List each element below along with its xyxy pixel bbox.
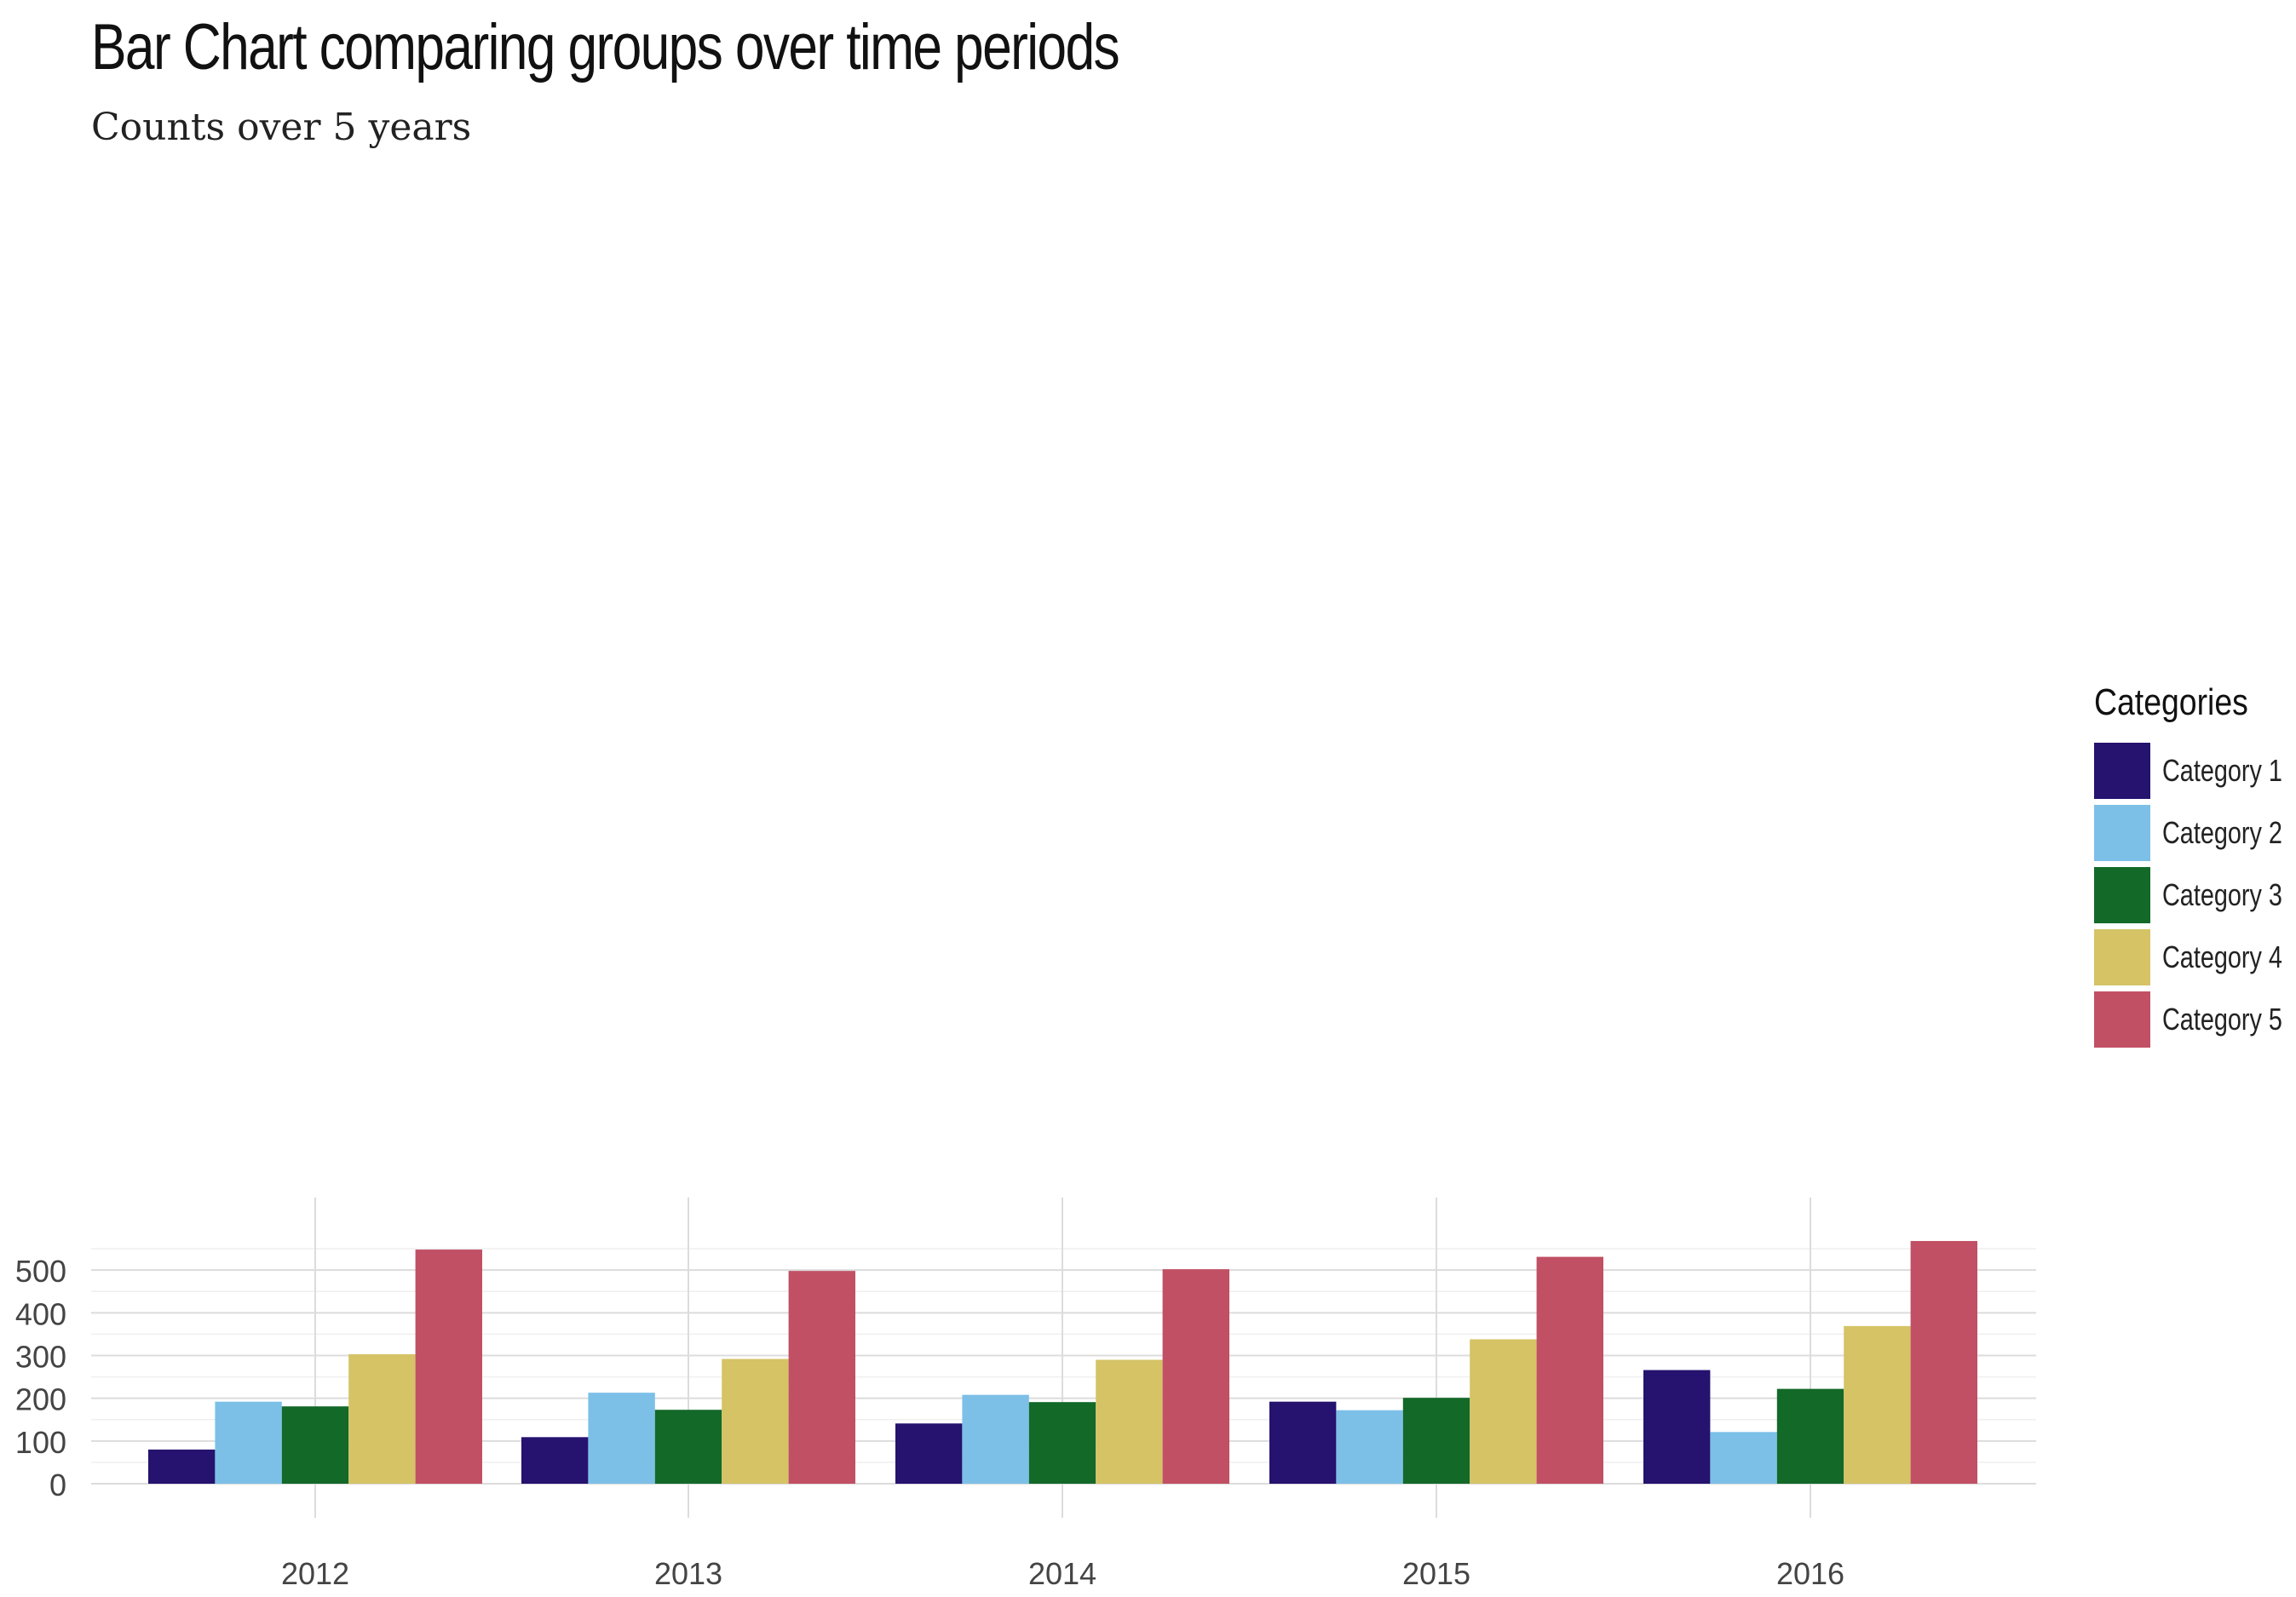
legend-swatch (2094, 804, 2150, 861)
chart-title: Bar Chart comparing groups over time per… (91, 11, 1120, 83)
bar-2014-category-3 (1028, 1402, 1096, 1484)
legend-item: Category 5 (2094, 988, 2296, 1050)
x-tick-label: 2013 (654, 1556, 722, 1591)
bar-2016-category-3 (1776, 1388, 1844, 1484)
bar-2016-category-5 (1910, 1241, 1977, 1484)
legend-title: Categories (2094, 681, 2248, 723)
bar-2014-category-2 (962, 1394, 1029, 1484)
legend-label: Category 3 (2162, 876, 2282, 912)
bar-2014-category-1 (895, 1423, 963, 1484)
bars (148, 1241, 1977, 1484)
legend-item: Category 2 (2094, 801, 2296, 864)
legend-item: Category 3 (2094, 864, 2296, 926)
bar-2016-category-1 (1643, 1370, 1711, 1484)
y-tick-label: 500 (15, 1254, 66, 1289)
legend-items: Category 1 Category 2 Category 3 Category 4… (2094, 739, 2296, 1050)
y-tick-label: 300 (15, 1339, 66, 1374)
legend-item: Category 1 (2094, 739, 2296, 801)
axis-labels: 0 100 200 300 400 500 2012 2013 2014 2015 2016 (15, 1254, 1844, 1591)
legend-label: Category 5 (2162, 1001, 2282, 1037)
bar-2013-category-4 (722, 1359, 789, 1484)
bar-2013-category-2 (588, 1393, 655, 1484)
bar-2015-category-1 (1269, 1401, 1337, 1484)
bar-2013-category-5 (788, 1271, 855, 1484)
bar-2015-category-5 (1536, 1256, 1603, 1484)
legend: Categories Category 1 Category 2 Category … (2094, 681, 2296, 1050)
y-tick-label: 0 (49, 1468, 66, 1502)
bar-2013-category-1 (521, 1437, 589, 1484)
y-tick-label: 200 (15, 1382, 66, 1417)
bar-2012-category-3 (281, 1406, 349, 1484)
chart-subtitle: Counts over 5 years (91, 106, 472, 149)
x-tick-label: 2012 (281, 1556, 349, 1591)
bar-2012-category-2 (215, 1401, 282, 1484)
bar-2014-category-5 (1162, 1269, 1229, 1484)
legend-item: Category 4 (2094, 926, 2296, 988)
y-tick-label: 400 (15, 1296, 66, 1331)
legend-label: Category 2 (2162, 814, 2282, 850)
bar-2012-category-1 (148, 1449, 216, 1484)
legend-swatch (2094, 991, 2150, 1048)
bar-2015-category-2 (1336, 1410, 1403, 1484)
legend-swatch (2094, 742, 2150, 799)
legend-label: Category 4 (2162, 939, 2282, 974)
x-tick-label: 2014 (1028, 1556, 1096, 1591)
bar-2015-category-4 (1470, 1339, 1537, 1484)
legend-swatch (2094, 928, 2150, 985)
legend-label: Category 1 (2162, 752, 2282, 788)
bar-2016-category-2 (1710, 1432, 1777, 1484)
bar-2012-category-4 (348, 1353, 416, 1484)
bar-2012-category-5 (415, 1249, 482, 1484)
legend-swatch (2094, 866, 2150, 923)
bar-2016-category-4 (1844, 1325, 1911, 1484)
y-tick-label: 100 (15, 1425, 66, 1460)
bar-2013-category-3 (654, 1410, 722, 1484)
x-tick-label: 2015 (1402, 1556, 1470, 1591)
bar-2015-category-3 (1402, 1398, 1470, 1484)
bar-2014-category-4 (1096, 1359, 1163, 1484)
x-tick-label: 2016 (1776, 1556, 1844, 1591)
